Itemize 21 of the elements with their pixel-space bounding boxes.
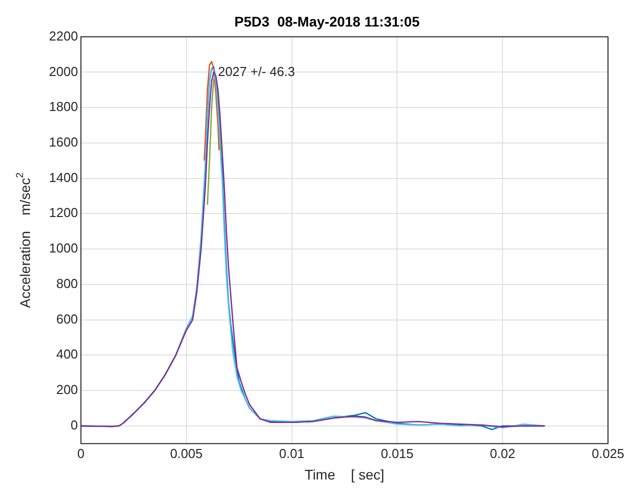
x-tick-label: 0.005 bbox=[170, 446, 203, 461]
y-axis-title: Acceleration m/sec2 bbox=[14, 172, 33, 308]
y-tick-label: 800 bbox=[56, 276, 78, 291]
y-tick-label: 1000 bbox=[49, 240, 78, 256]
y-tick-label: 200 bbox=[56, 382, 78, 398]
chart-title: P5D3 08-May-2018 11:31:05 bbox=[234, 13, 420, 30]
y-tick-label: 1400 bbox=[49, 170, 78, 185]
y-tick-label: 1600 bbox=[49, 134, 78, 150]
y-tick-label: 1800 bbox=[49, 99, 78, 114]
annotation: 2027 +/- 46.3 bbox=[218, 64, 295, 79]
x-tick-label: 0.02 bbox=[490, 446, 516, 461]
y-tick-label: 0 bbox=[70, 417, 78, 432]
y-tick-label: 2200 bbox=[49, 28, 78, 44]
y-tick-label: 600 bbox=[56, 311, 78, 326]
x-tick-label: 0.015 bbox=[380, 446, 414, 461]
x-tick-label: 0.01 bbox=[279, 446, 304, 461]
y-tick-label: 1200 bbox=[49, 205, 78, 220]
y-tick-label: 400 bbox=[56, 346, 78, 362]
x-axis-title: Time [ sec] bbox=[304, 466, 384, 482]
y-tick-label: 2000 bbox=[49, 64, 78, 79]
x-tick-label: 0.025 bbox=[592, 446, 624, 461]
